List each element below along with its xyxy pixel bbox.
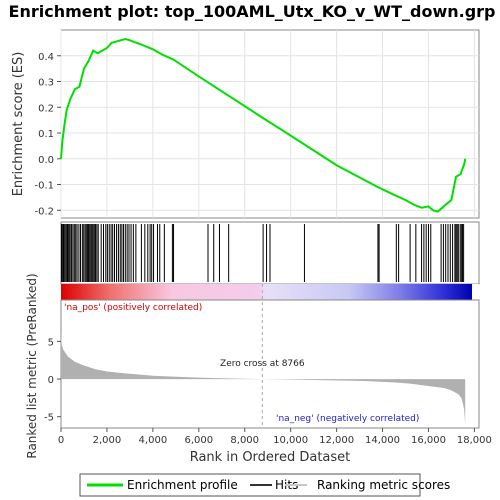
metric-y-ticks: -5 0 5: [44, 337, 61, 424]
x-axis: 0 2,000 4,000 6,000 8,000 10,000 12,000 14,000 1…: [58, 428, 492, 446]
legend: Enrichment profile Hits Ranking metric sco…: [87, 478, 450, 492]
x-tick-label: 2,000: [93, 435, 122, 446]
neg-correlated-label: 'na_neg' (negatively correlated): [276, 414, 419, 424]
legend-label: Ranking metric scores: [317, 478, 450, 492]
x-axis-label: Rank in Ordered Dataset: [190, 450, 351, 465]
metric-y-tick-label: 0: [48, 375, 54, 386]
rank-color-bar: [61, 284, 472, 300]
legend-label: Enrichment profile: [127, 478, 238, 492]
x-tick-label: 0: [58, 435, 64, 446]
x-tick-label: 4,000: [139, 435, 168, 446]
rank-bar-padding: [472, 284, 479, 300]
hits-marks: [60, 224, 465, 282]
pos-correlated-label: 'na_pos' (positively correlated): [64, 303, 202, 313]
metric-panel: [60, 299, 480, 429]
es-y-axis-label: Enrichment score (ES): [11, 52, 26, 197]
es-y-tick-label: 0.2: [38, 103, 54, 114]
es-y-tick-label: 0.1: [38, 129, 54, 140]
x-tick-label: 18,000: [457, 435, 492, 446]
chart-title: Enrichment plot: top_100AML_Utx_KO_v_WT_…: [9, 2, 496, 21]
es-y-tick-label: -0.1: [34, 181, 54, 192]
x-tick-label: 10,000: [273, 435, 308, 446]
es-y-tick-label: 0.0: [38, 155, 54, 166]
metric-y-tick-label: 5: [48, 337, 54, 348]
es-y-ticks: -0.2 -0.1 0.0 0.1 0.2 0.3 0.4: [34, 52, 61, 217]
x-tick-label: 14,000: [365, 435, 400, 446]
x-tick-label: 12,000: [319, 435, 354, 446]
ranking-metric-area: [61, 330, 466, 425]
es-y-tick-label: -0.2: [34, 206, 54, 217]
zero-cross-label: Zero cross at 8766: [220, 359, 305, 369]
es-y-tick-label: 0.4: [38, 52, 54, 63]
es-panel: [60, 29, 480, 219]
x-tick-label: 16,000: [411, 435, 446, 446]
metric-y-axis-label: Ranked list metric (PreRanked): [25, 273, 39, 458]
es-y-tick-label: 0.3: [38, 78, 54, 89]
es-grid: [60, 30, 479, 218]
metric-y-tick-label: -5: [44, 413, 54, 424]
x-tick-label: 6,000: [184, 435, 213, 446]
x-tick-label: 8,000: [230, 435, 259, 446]
enrichment-profile-line: [60, 37, 467, 213]
